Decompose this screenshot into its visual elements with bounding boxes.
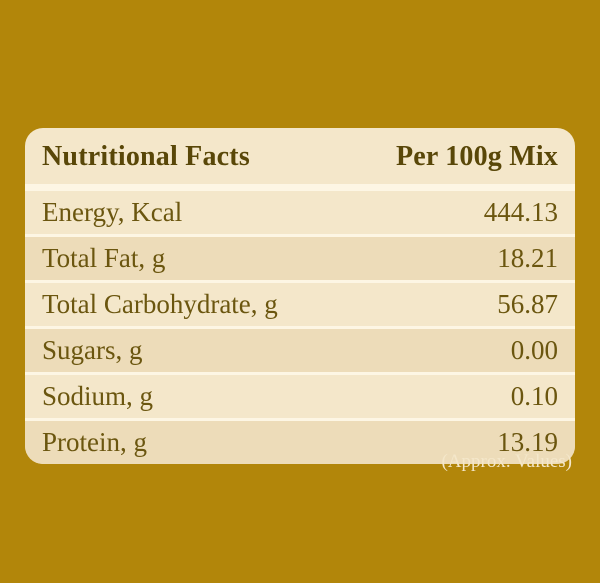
row-label: Sugars, g bbox=[42, 335, 143, 365]
table-row: Total Carbohydrate, g 56.87 bbox=[25, 283, 575, 329]
table-body: Energy, Kcal 444.13 Total Fat, g 18.21 T… bbox=[25, 191, 575, 464]
nutrition-facts-card: Nutritional Facts Per 100g Mix Energy, K… bbox=[25, 128, 575, 464]
table-row: Energy, Kcal 444.13 bbox=[25, 191, 575, 237]
table-row: Protein, g 13.19 bbox=[25, 421, 575, 464]
row-label: Sodium, g bbox=[42, 381, 154, 411]
row-label: Protein, g bbox=[42, 427, 147, 457]
table-unit-label: Per 100g Mix bbox=[395, 141, 558, 172]
row-value: 0.00 bbox=[510, 335, 558, 365]
table-header: Nutritional Facts Per 100g Mix bbox=[25, 128, 575, 191]
table-title: Nutritional Facts bbox=[42, 141, 250, 172]
row-label: Total Carbohydrate, g bbox=[42, 289, 278, 319]
table-row: Sodium, g 0.10 bbox=[25, 375, 575, 421]
row-value: 0.10 bbox=[510, 381, 558, 411]
approx-values-note: (Approx. Values) bbox=[441, 451, 572, 472]
table-row: Sugars, g 0.00 bbox=[25, 329, 575, 375]
row-label: Total Fat, g bbox=[42, 243, 166, 273]
row-label: Energy, Kcal bbox=[42, 197, 183, 227]
row-value: 56.87 bbox=[497, 289, 558, 319]
row-value: 13.19 bbox=[497, 427, 558, 457]
row-value: 18.21 bbox=[497, 243, 558, 273]
table-row: Total Fat, g 18.21 bbox=[25, 237, 575, 283]
row-value: 444.13 bbox=[483, 197, 558, 227]
